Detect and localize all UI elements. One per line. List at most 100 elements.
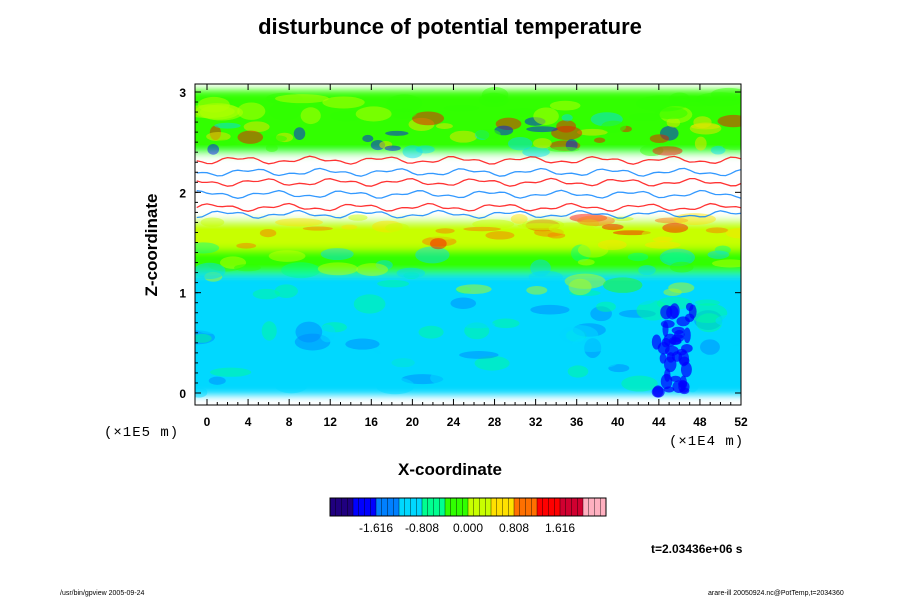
heatmap-patch [348, 214, 368, 221]
heatmap-patch [379, 354, 420, 370]
heatmap-patch [443, 105, 480, 112]
y-tick-label: 1 [179, 287, 186, 301]
heatmap-patch [549, 100, 581, 111]
heatmap-patch [206, 131, 231, 142]
heatmap-patch [195, 242, 220, 254]
heatmap-contour-line [196, 209, 741, 219]
colorbar-tick-label: 0.808 [499, 521, 529, 535]
heatmap-patch [660, 126, 679, 141]
heatmap-patch [590, 306, 612, 322]
colorbar-segment [537, 498, 544, 516]
heatmap-patch [475, 129, 501, 140]
heatmap-patch [195, 301, 207, 319]
chart-title: disturbunce of potential temperature [258, 14, 642, 39]
heatmap-patch [207, 143, 220, 155]
heatmap-patch [659, 248, 696, 267]
colorbar-segment [531, 498, 538, 516]
heatmap-patch [685, 302, 694, 312]
heatmap-patch [524, 117, 546, 126]
time-label: t=2.03436e+06 s [651, 542, 743, 556]
heatmap-patch [436, 123, 453, 129]
x-tick-label: 24 [447, 415, 461, 429]
heatmap-patch [678, 96, 721, 107]
heatmap-patch [252, 288, 281, 300]
heatmap-patch [195, 330, 215, 345]
heatmap-patch [274, 284, 298, 298]
heatmap-patch [510, 213, 528, 224]
colorbar-segment [577, 498, 584, 516]
heatmap-patch [683, 327, 691, 344]
heatmap-patch [652, 236, 673, 243]
heatmap-patch [353, 294, 386, 314]
heatmap-patch [384, 145, 401, 151]
heatmap-patch [199, 104, 244, 121]
heatmap-patch [662, 222, 689, 233]
heatmap-patch [234, 264, 261, 272]
heatmap-patch [261, 321, 277, 341]
heatmap-patch [666, 352, 675, 363]
colorbar-segment [399, 498, 406, 516]
colorbar-segment [588, 498, 595, 516]
heatmap-patch [564, 273, 606, 289]
heatmap-patch [534, 227, 564, 237]
heatmap-patch [372, 220, 403, 233]
heatmap-patch [281, 262, 321, 279]
heatmap-patch [208, 376, 226, 385]
colorbar-tick-label: -0.808 [405, 521, 439, 535]
y-tick-label: 0 [179, 387, 186, 401]
heatmap-patch [422, 236, 457, 247]
heatmap-patch [707, 250, 730, 259]
heatmap-patch [710, 87, 741, 101]
heatmap-patch [430, 237, 447, 250]
heatmap-patch [320, 248, 354, 261]
heatmap-patch [375, 377, 415, 395]
heatmap-patch [530, 259, 551, 277]
heatmap-patch [495, 117, 522, 131]
heatmap-patch [385, 222, 410, 233]
colorbar-segment [485, 498, 492, 516]
heatmap-contour-line [196, 177, 741, 187]
colorbar-segment [468, 498, 475, 516]
x-tick-label: 40 [611, 415, 625, 429]
heatmap-patch [641, 229, 660, 239]
heatmap-patch [590, 112, 623, 127]
heatmap-patch [661, 252, 692, 264]
heatmap-patch [276, 349, 301, 363]
heatmap-patch [690, 123, 721, 130]
heatmap-patch [386, 94, 423, 113]
heatmap-patch [711, 259, 741, 268]
heatmap-patch [329, 110, 364, 122]
heatmap-patch [456, 284, 492, 294]
heatmap-patch [294, 333, 331, 351]
colorbar-segment [496, 498, 503, 516]
heatmap-patch [275, 132, 294, 143]
heatmap-patch [546, 326, 585, 346]
heatmap-patch [694, 136, 707, 151]
x-tick-label: 8 [286, 415, 293, 429]
heatmap-patch [673, 329, 685, 339]
heatmap-patch [362, 134, 374, 143]
colorbar-segment [583, 498, 590, 516]
heatmap-patch [722, 143, 741, 150]
heatmap-patch [275, 94, 329, 104]
heatmap-patch [408, 117, 435, 131]
colorbar-segment [335, 498, 342, 516]
heatmap-patch [577, 258, 595, 266]
heatmap-patch [694, 299, 720, 306]
heatmap-patch [236, 242, 257, 249]
heatmap-patch [195, 103, 240, 120]
heatmap-field [195, 87, 741, 398]
heatmap-patch [459, 351, 499, 359]
heatmap-contour-line [196, 155, 741, 165]
colorbar-segment [450, 498, 457, 516]
colorbar-segment [462, 498, 469, 516]
heatmap-patch [658, 253, 686, 263]
heatmap-patch [464, 322, 490, 340]
heatmap-patch [507, 137, 533, 151]
heatmap-patch [525, 219, 561, 232]
heatmap-patch [474, 129, 490, 140]
heatmap-patch [474, 355, 510, 371]
heatmap-patch [681, 343, 693, 353]
